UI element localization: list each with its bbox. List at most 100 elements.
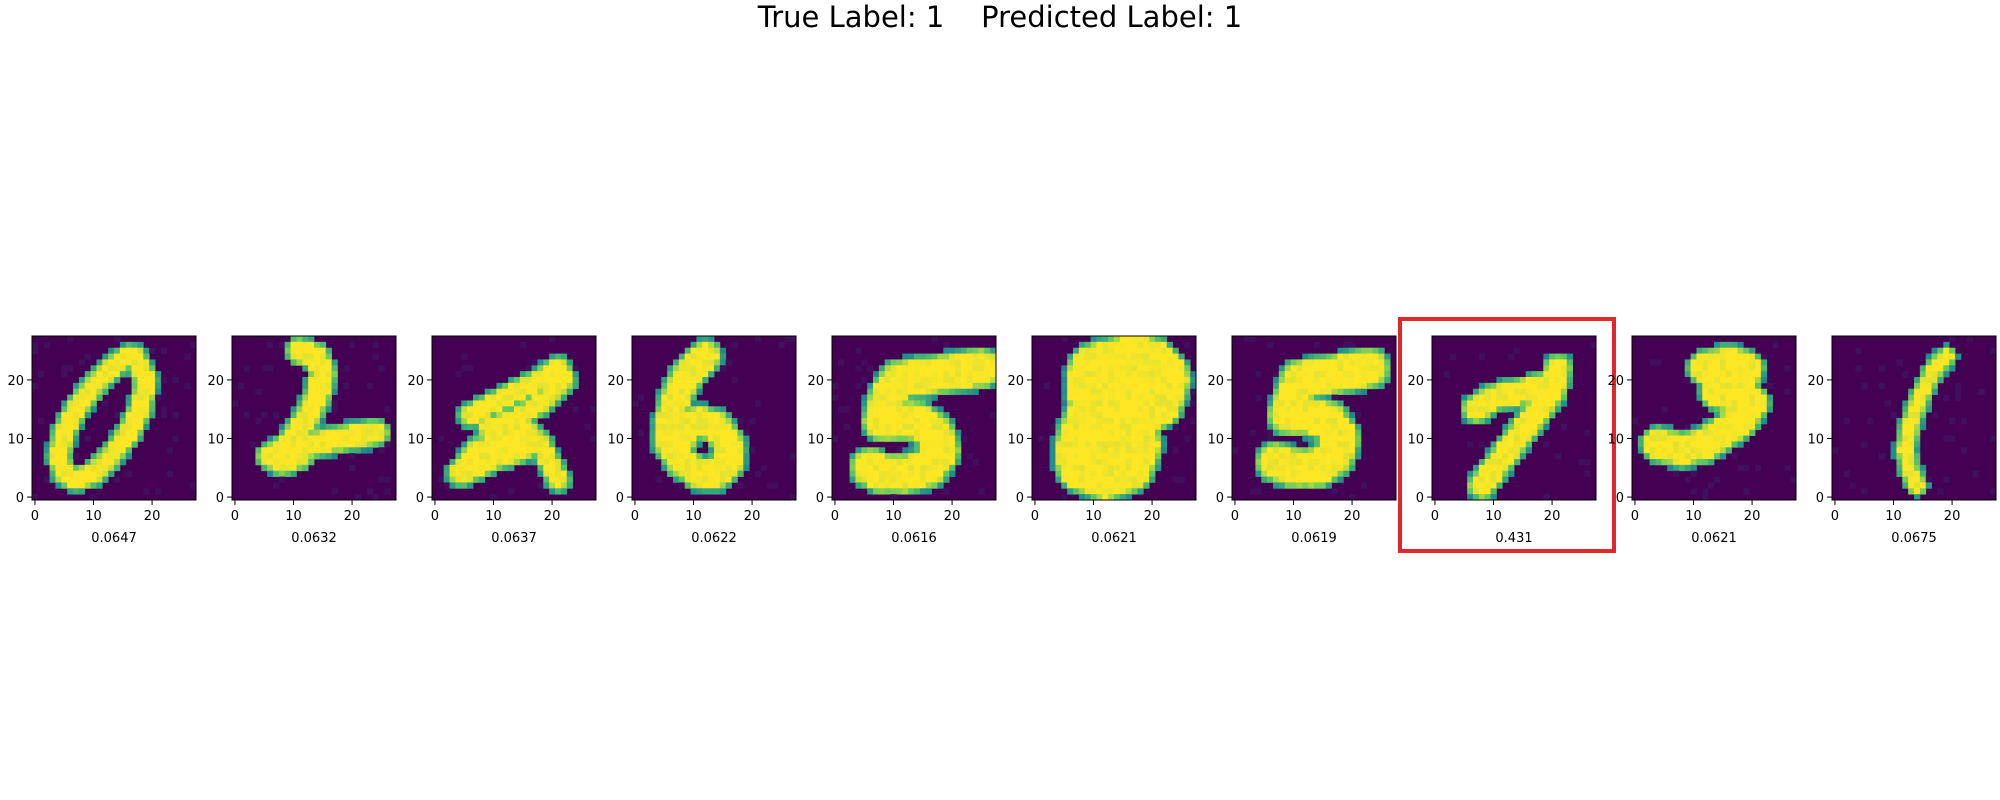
pixel	[478, 470, 486, 477]
x-tick-label: 10	[885, 509, 902, 524]
pixel	[90, 388, 97, 395]
pixel	[543, 459, 550, 466]
pixel	[314, 359, 321, 366]
pixel	[1714, 359, 1721, 366]
pixel	[525, 429, 532, 436]
pixel	[714, 353, 721, 360]
pixel	[484, 429, 491, 436]
pixel	[725, 476, 732, 483]
pixel	[878, 476, 886, 483]
pixel	[1314, 400, 1321, 407]
pixel	[855, 482, 862, 489]
y-tick-label: 0	[216, 491, 224, 506]
pixel	[1096, 388, 1103, 395]
pixel	[737, 464, 744, 472]
pixel	[1296, 394, 1303, 401]
pixel	[1273, 482, 1280, 489]
pixel	[1067, 470, 1074, 477]
pixel	[1731, 429, 1738, 436]
pixel	[1549, 371, 1556, 378]
pixel	[1125, 365, 1132, 372]
pixel	[490, 459, 497, 466]
pixel	[1119, 429, 1127, 436]
pixel	[455, 464, 462, 472]
pixel	[1749, 365, 1756, 372]
pixel	[84, 382, 91, 390]
pixel	[943, 470, 950, 477]
pixel	[1102, 494, 1109, 501]
pixel	[78, 464, 86, 472]
pixel	[1314, 470, 1321, 477]
pixel	[702, 412, 709, 419]
pixel	[308, 341, 315, 349]
pixel	[549, 400, 556, 407]
pixel	[1473, 476, 1480, 483]
pixel	[1484, 412, 1491, 419]
pixel	[731, 418, 738, 425]
pixel	[1749, 394, 1756, 401]
pixel	[972, 377, 979, 384]
pixel	[1160, 418, 1168, 425]
pixel	[925, 447, 932, 454]
pixel	[684, 447, 691, 454]
pixel	[690, 371, 697, 378]
pixel	[1555, 406, 1562, 413]
pixel	[1749, 429, 1756, 436]
pixel	[319, 377, 327, 384]
pixel	[1508, 459, 1515, 466]
pixel	[649, 447, 656, 454]
pixel	[1525, 423, 1532, 431]
pixel	[1308, 406, 1315, 413]
pixel	[67, 336, 74, 343]
pixel	[649, 423, 656, 431]
pixel	[1931, 347, 1938, 354]
pixel	[284, 464, 291, 472]
pixel	[73, 429, 80, 436]
pixel	[1490, 406, 1497, 413]
pixel	[1108, 441, 1115, 448]
pixel	[890, 470, 897, 477]
pixel	[1067, 488, 1074, 495]
pixel	[1366, 365, 1373, 372]
pixel	[1067, 482, 1074, 489]
pixel	[1714, 429, 1721, 436]
pixel	[1184, 377, 1191, 384]
pixel	[1143, 418, 1150, 425]
pixel	[1725, 377, 1732, 384]
pixel	[873, 476, 880, 483]
pixel	[537, 453, 544, 460]
pixel	[673, 394, 680, 401]
pixel	[943, 347, 950, 354]
pixel	[861, 447, 868, 454]
pixel	[1902, 371, 1909, 378]
pixel	[1131, 464, 1138, 472]
pixel	[1760, 371, 1768, 378]
pixel	[878, 459, 886, 466]
pixel	[67, 476, 74, 483]
pixel	[867, 394, 874, 401]
pixel	[1667, 459, 1674, 466]
pixel	[1125, 382, 1132, 390]
pixel	[878, 418, 886, 425]
pixel	[572, 406, 579, 413]
pixel	[1090, 435, 1097, 442]
pixel	[1655, 453, 1662, 460]
pixel	[1502, 476, 1509, 483]
pixel	[531, 412, 538, 419]
pixel	[966, 388, 973, 395]
pixel	[902, 388, 909, 395]
pixel	[360, 429, 368, 436]
pixel	[78, 488, 86, 495]
pixel	[1308, 382, 1315, 390]
pixel	[366, 382, 373, 390]
pixel	[1331, 365, 1338, 372]
pixel	[1314, 388, 1321, 395]
pixel	[1061, 441, 1068, 448]
pixel	[1290, 459, 1297, 466]
pixel	[1925, 476, 1932, 483]
pixel	[360, 435, 368, 442]
pixel	[696, 347, 703, 354]
pixel	[1061, 365, 1068, 372]
pixel	[137, 359, 144, 366]
pixel	[114, 412, 121, 419]
